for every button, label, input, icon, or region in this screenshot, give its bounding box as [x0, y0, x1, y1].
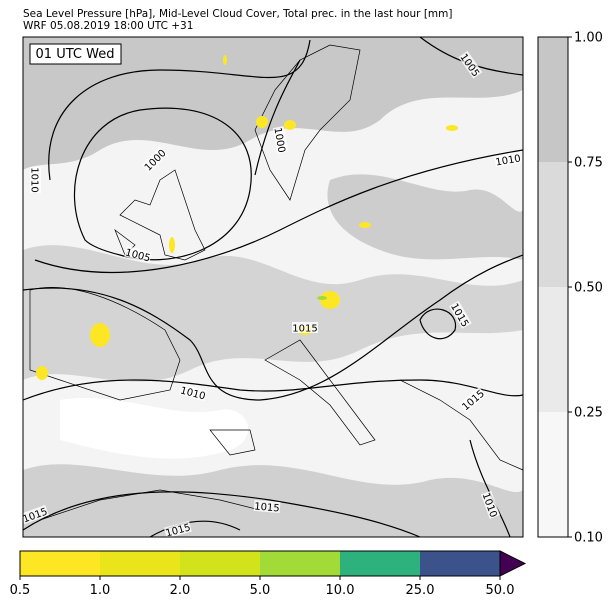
isobar-label: 1010 — [29, 167, 40, 192]
clear-area — [60, 397, 249, 459]
isobar-label-bg — [30, 167, 41, 193]
colorbar-segment — [538, 287, 568, 412]
colorbar-tick-label: 1.00 — [574, 31, 603, 46]
colorbar-segment — [260, 551, 340, 576]
colorbar-tick-label: 0.5 — [10, 583, 31, 598]
precip-patch — [359, 222, 371, 228]
colorbar-tick-label: 5.0 — [250, 583, 271, 598]
isobar-label-bg — [253, 499, 281, 514]
precip-patch — [446, 125, 458, 131]
isobar-label-bg — [179, 383, 208, 402]
colorbar-extension — [499, 550, 527, 577]
colorbar-tick-label: 0.50 — [574, 281, 603, 296]
colorbar-segment — [538, 162, 568, 287]
colorbar-tick-label: 0.25 — [574, 406, 603, 421]
isobar-label: 1010 — [495, 153, 522, 168]
isobar-label-bg — [163, 520, 192, 539]
colorbar-tick-label: 1.0 — [90, 583, 111, 598]
precip-patch — [223, 55, 227, 65]
isobar-label-bg — [458, 50, 483, 79]
colorbar-tick-label: 50.0 — [486, 583, 515, 598]
isobar-label-bg — [20, 504, 49, 525]
isobar-label-bg — [494, 151, 522, 168]
colorbar-tick-label: 0.10 — [574, 531, 603, 546]
colorbar-tick-label: 25.0 — [406, 583, 435, 598]
colorbar-segment — [20, 551, 100, 576]
subtitle: WRF 05.08.2019 18:00 UTC +31 — [23, 20, 193, 32]
precip-colorbar: 0.5 1.0 2.0 5.0 10.0 25.0 50.0 — [10, 550, 527, 598]
precip-patch — [90, 323, 110, 347]
precip-patch — [36, 366, 48, 380]
isobar-label-bg — [459, 387, 487, 413]
colorbar-tick-label: 2.0 — [170, 583, 191, 598]
colorbar-segment — [420, 551, 500, 576]
isobar-label: 1015 — [292, 324, 317, 335]
colorbar-segment — [538, 412, 568, 537]
map-frame — [22, 36, 524, 538]
time-label: 01 UTC Wed — [36, 47, 115, 62]
cloud-area — [327, 174, 523, 260]
isobar-label-bg — [272, 126, 289, 154]
colorbar-segment — [538, 37, 568, 162]
cloud-area — [23, 245, 523, 382]
isobar-label: 1000 — [271, 127, 286, 154]
isobar-label-bg — [292, 322, 318, 333]
precip-patch — [256, 116, 268, 128]
isobar-label-bg — [124, 245, 153, 264]
precip-patch — [317, 296, 327, 300]
colorbar-segment — [180, 551, 260, 576]
cloud-colorbar: 1.00 0.75 0.50 0.25 0.10 — [537, 31, 603, 546]
colorbar-segment — [340, 551, 420, 576]
isobar-label: 1015 — [254, 501, 280, 514]
isobar-label-bg — [449, 300, 472, 329]
colorbar-tick-label: 10.0 — [326, 583, 355, 598]
precipitation-patches — [36, 55, 458, 380]
isobar-label-bg — [480, 490, 501, 519]
precip-patch — [169, 237, 175, 253]
colorbar-segment — [100, 551, 180, 576]
isobar-label-bg — [141, 146, 168, 173]
precip-patch — [284, 120, 296, 130]
colorbar-tick-label: 0.75 — [574, 156, 603, 171]
time-label-box — [29, 43, 122, 65]
title: Sea Level Pressure [hPa], Mid-Level Clou… — [23, 8, 453, 20]
precip-patch — [320, 291, 340, 309]
